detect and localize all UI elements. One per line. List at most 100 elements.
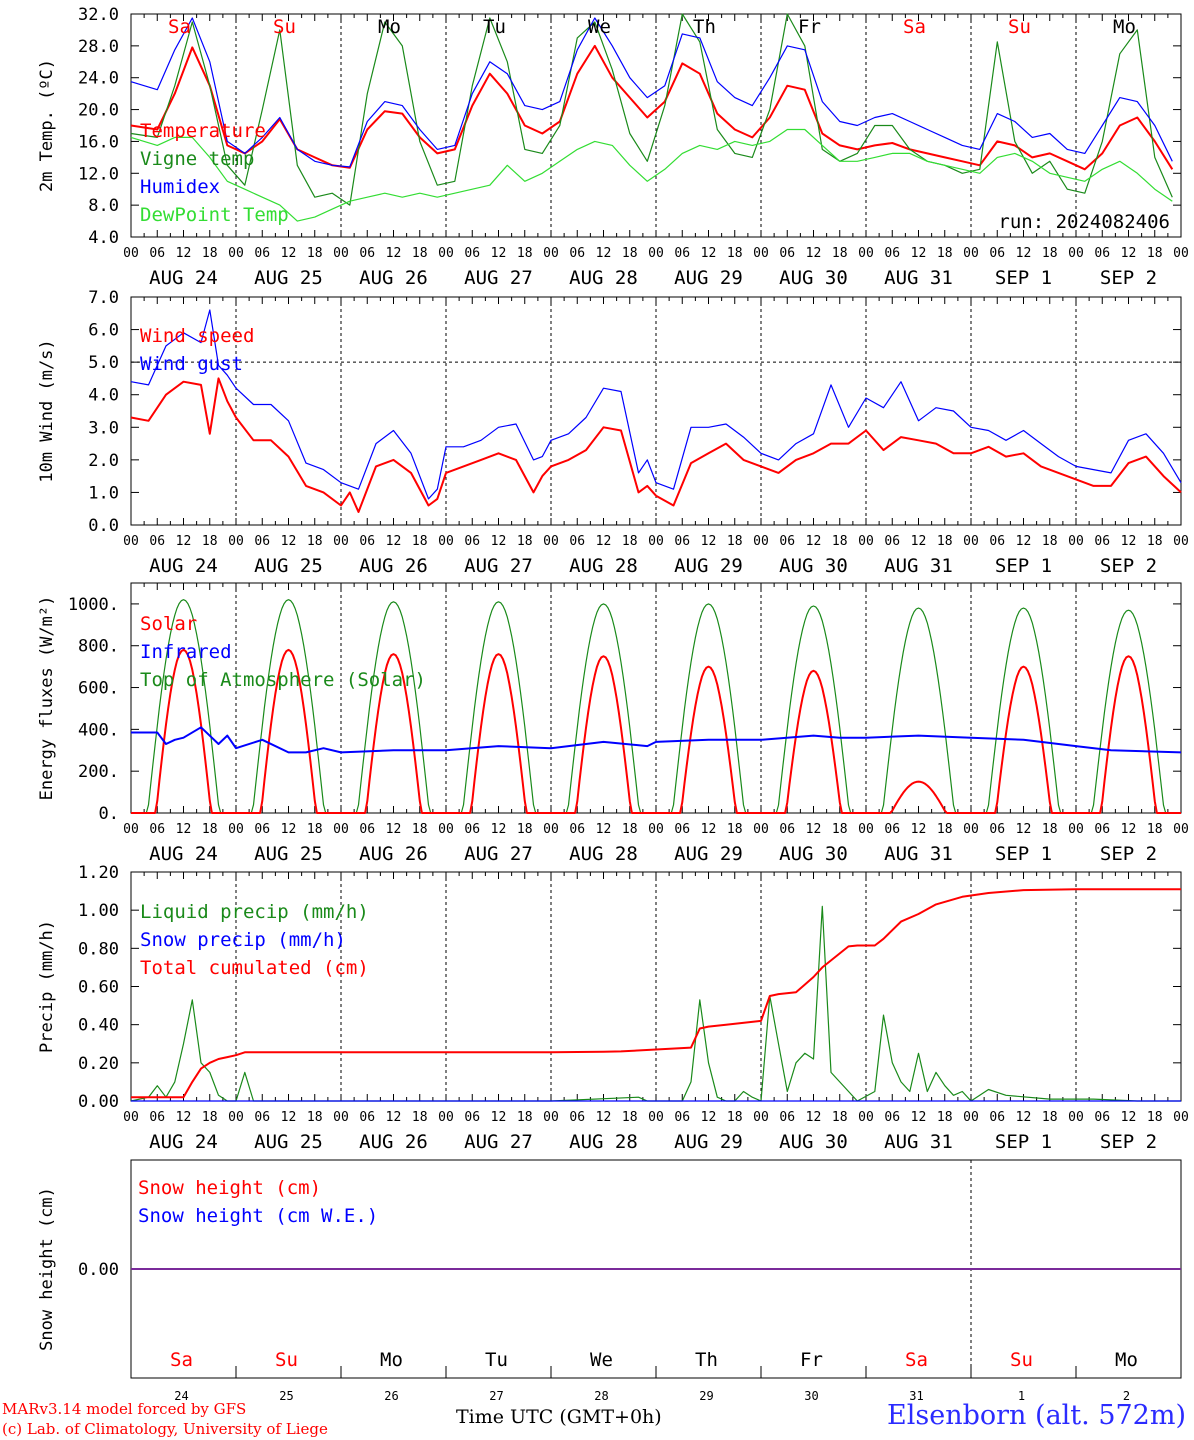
- hour-tick-label: 00: [228, 534, 244, 549]
- date-label: SEP 2: [1100, 555, 1157, 577]
- date-label: AUG 25: [254, 267, 323, 289]
- legend-entry: Infrared: [140, 641, 232, 663]
- y-tick-label: 16.0: [78, 132, 119, 152]
- legend-entry: Top of Atmosphere (Solar): [140, 669, 426, 691]
- y-tick-label: 2.0: [88, 451, 119, 471]
- date-label: AUG 26: [359, 267, 428, 289]
- hour-tick-label: 00: [1173, 822, 1189, 837]
- y-tick-label: 32.0: [78, 5, 119, 25]
- y-tick-label: 400.: [78, 720, 119, 740]
- hour-tick-label: 06: [1094, 246, 1110, 261]
- hour-tick-label: 18: [622, 534, 638, 549]
- hour-tick-label: 06: [464, 534, 480, 549]
- hour-tick-label: 12: [911, 1110, 927, 1125]
- hour-tick-label: 00: [1068, 246, 1084, 261]
- y-tick-label: 1.00: [78, 901, 119, 921]
- y-tick-label: 3.0: [88, 418, 119, 438]
- day-name-label: Mo: [1113, 16, 1136, 38]
- hour-tick-label: 18: [622, 822, 638, 837]
- series-line-vigne-temp: [130, 13, 1173, 206]
- hour-tick-label: 12: [596, 1110, 612, 1125]
- date-label: AUG 24: [149, 1131, 218, 1153]
- hour-tick-label: 18: [1042, 822, 1058, 837]
- hour-tick-label: 06: [674, 246, 690, 261]
- date-label: AUG 28: [569, 843, 638, 865]
- day-number-label: 29: [699, 1389, 713, 1403]
- day-name-label: Tu: [485, 1349, 508, 1371]
- legend-entry: Humidex: [140, 176, 220, 198]
- day-name-label: We: [590, 1349, 613, 1371]
- xaxis-title: Time UTC (GMT+0h): [456, 1406, 662, 1428]
- hour-tick-label: 12: [176, 1110, 192, 1125]
- date-label: SEP 2: [1100, 843, 1157, 865]
- day-number-label: 2: [1123, 1389, 1130, 1403]
- date-label: AUG 24: [149, 843, 218, 865]
- hour-tick-label: 18: [1147, 246, 1163, 261]
- hour-tick-label: 00: [753, 246, 769, 261]
- y-tick-label: 1.0: [88, 483, 119, 503]
- hour-tick-label: 00: [1173, 246, 1189, 261]
- hour-tick-label: 18: [517, 246, 533, 261]
- day-name-label: We: [588, 16, 611, 38]
- hour-tick-label: 06: [779, 534, 795, 549]
- y-tick-label: 8.0: [88, 196, 119, 216]
- hour-tick-label: 06: [884, 1110, 900, 1125]
- date-label: AUG 24: [149, 267, 218, 289]
- hour-tick-label: 18: [412, 1110, 428, 1125]
- hour-tick-label: 18: [727, 822, 743, 837]
- legend-entry: Total cumulated (cm): [140, 957, 369, 979]
- legend-entry: Snow height (cm W.E.): [138, 1205, 378, 1227]
- hour-tick-label: 00: [543, 1110, 559, 1125]
- hour-tick-label: 12: [911, 822, 927, 837]
- hour-tick-label: 12: [491, 1110, 507, 1125]
- hour-tick-label: 12: [281, 822, 297, 837]
- date-label: AUG 29: [674, 1131, 743, 1153]
- hour-tick-label: 06: [149, 822, 165, 837]
- y-tick-label: 24.0: [78, 69, 119, 89]
- date-label: AUG 25: [254, 555, 323, 577]
- y-tick-label: 0.40: [78, 1016, 119, 1036]
- hour-tick-label: 18: [937, 822, 953, 837]
- hour-tick-label: 12: [1121, 1110, 1137, 1125]
- hour-tick-label: 06: [359, 1110, 375, 1125]
- y-tick-label: 0.20: [78, 1054, 119, 1074]
- hour-tick-label: 00: [753, 534, 769, 549]
- hour-tick-label: 18: [832, 1110, 848, 1125]
- hour-tick-label: 00: [1173, 1110, 1189, 1125]
- hour-tick-label: 00: [648, 822, 664, 837]
- hour-tick-label: 00: [963, 822, 979, 837]
- hour-tick-label: 06: [359, 822, 375, 837]
- hour-tick-label: 12: [491, 822, 507, 837]
- hour-tick-label: 12: [701, 246, 717, 261]
- y-tick-label: 12.0: [78, 164, 119, 184]
- legend-entry: Snow height (cm): [138, 1177, 321, 1199]
- lab-credit: (c) Lab. of Climatology, University of L…: [2, 1420, 328, 1438]
- hour-tick-label: 06: [1094, 534, 1110, 549]
- hour-tick-label: 00: [858, 534, 874, 549]
- hour-tick-label: 12: [806, 822, 822, 837]
- hour-tick-label: 06: [149, 246, 165, 261]
- hour-tick-label: 18: [307, 246, 323, 261]
- hour-tick-label: 18: [832, 246, 848, 261]
- hour-tick-label: 12: [1016, 534, 1032, 549]
- day-number-label: 24: [174, 1389, 188, 1403]
- hour-tick-label: 00: [123, 822, 139, 837]
- hour-tick-label: 06: [779, 246, 795, 261]
- hour-tick-label: 00: [648, 534, 664, 549]
- date-label: AUG 31: [884, 267, 953, 289]
- y-tick-label: 0.0: [88, 516, 119, 536]
- legend-entry: Solar: [140, 613, 197, 635]
- date-label: AUG 30: [779, 555, 848, 577]
- hour-tick-label: 06: [989, 822, 1005, 837]
- hour-tick-label: 00: [543, 822, 559, 837]
- hour-tick-label: 06: [464, 1110, 480, 1125]
- hour-tick-label: 18: [202, 1110, 218, 1125]
- date-label: AUG 31: [884, 1131, 953, 1153]
- hour-tick-label: 06: [884, 246, 900, 261]
- hour-tick-label: 12: [701, 1110, 717, 1125]
- hour-tick-label: 12: [596, 822, 612, 837]
- hour-tick-label: 18: [1147, 822, 1163, 837]
- hour-tick-label: 18: [202, 246, 218, 261]
- y-axis-label: 10m Wind (m/s): [37, 339, 57, 482]
- series-line-liquid-precip-mm-h-: [130, 905, 1181, 1102]
